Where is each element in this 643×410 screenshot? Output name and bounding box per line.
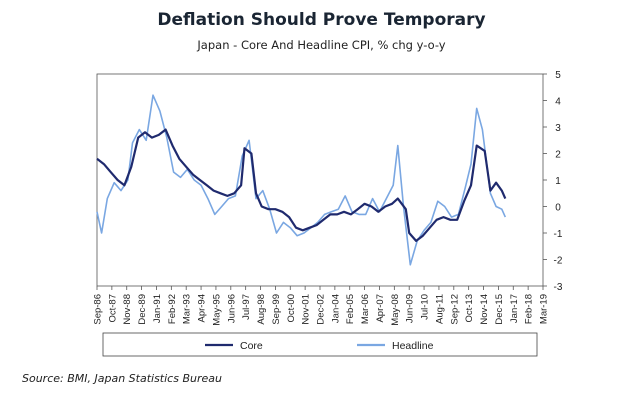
x-tick-label: Jan-91 bbox=[152, 294, 163, 323]
y-tick-label: -3 bbox=[554, 282, 563, 293]
x-tick-label: Feb-92 bbox=[167, 294, 178, 324]
x-tick-label: May-95 bbox=[211, 294, 222, 326]
x-tick-label: Mar-06 bbox=[360, 294, 371, 324]
x-tick-label: Jan-04 bbox=[330, 294, 341, 323]
legend-label-headline: Headline bbox=[392, 340, 434, 352]
x-tick-label: Aug-98 bbox=[256, 294, 267, 325]
series-line-core bbox=[96, 128, 507, 242]
x-tick-label: Jan-17 bbox=[509, 294, 520, 323]
x-tick-label: Feb-18 bbox=[524, 294, 535, 324]
x-tick-label: Apr-94 bbox=[197, 294, 208, 323]
x-tick-label: Sep-12 bbox=[449, 294, 460, 325]
chart-subtitle: Japan - Core And Headline CPI, % chg y-o… bbox=[197, 38, 446, 52]
y-tick-label: 5 bbox=[555, 70, 561, 81]
x-tick-label: Dec-89 bbox=[137, 294, 148, 325]
plot-frame bbox=[96, 73, 544, 287]
x-tick-label: Jul-10 bbox=[420, 294, 431, 320]
legend-box bbox=[102, 332, 538, 357]
y-tick-label: 0 bbox=[555, 203, 561, 214]
x-tick-label: Nov-14 bbox=[479, 294, 490, 325]
legend-label-core: Core bbox=[240, 340, 263, 352]
x-tick-label: Sep-99 bbox=[271, 294, 282, 325]
x-tick-label: Nov-88 bbox=[122, 294, 133, 325]
legend: Core Headline bbox=[102, 332, 538, 357]
y-tick-label: -2 bbox=[554, 256, 563, 267]
chart-title: Deflation Should Prove Temporary bbox=[157, 10, 486, 30]
y-tick-label: 2 bbox=[555, 150, 561, 161]
y-tick-label: 1 bbox=[555, 176, 561, 187]
y-tick-label: 4 bbox=[555, 97, 561, 108]
y-tick-label: -1 bbox=[554, 229, 563, 240]
x-tick-label: Dec-02 bbox=[316, 294, 327, 325]
x-tick-label: Jun-96 bbox=[226, 294, 237, 323]
y-tick-label: 3 bbox=[555, 123, 561, 134]
x-tick-label: Sep-86 bbox=[93, 294, 104, 325]
x-tick-label: Jun-09 bbox=[405, 294, 416, 323]
x-tick-label: Apr-07 bbox=[375, 294, 386, 323]
x-tick-label: Aug-11 bbox=[434, 294, 445, 324]
x-tick-label: Jul-97 bbox=[241, 294, 252, 320]
x-tick-label: Mar-19 bbox=[539, 294, 550, 324]
series-line-headline bbox=[96, 94, 507, 266]
x-tick-label: Oct-87 bbox=[107, 294, 118, 323]
x-tick-label: Oct-13 bbox=[464, 294, 475, 323]
x-tick-label: Oct-00 bbox=[286, 294, 297, 323]
x-tick-label: May-08 bbox=[390, 294, 401, 326]
x-tick-label: Dec-15 bbox=[494, 294, 505, 325]
x-tick-label: Feb-05 bbox=[345, 294, 356, 324]
source-note: Source: BMI, Japan Statistics Bureau bbox=[22, 372, 222, 385]
x-tick-label: Mar-93 bbox=[182, 294, 193, 324]
x-tick-label: Nov-01 bbox=[301, 294, 312, 325]
